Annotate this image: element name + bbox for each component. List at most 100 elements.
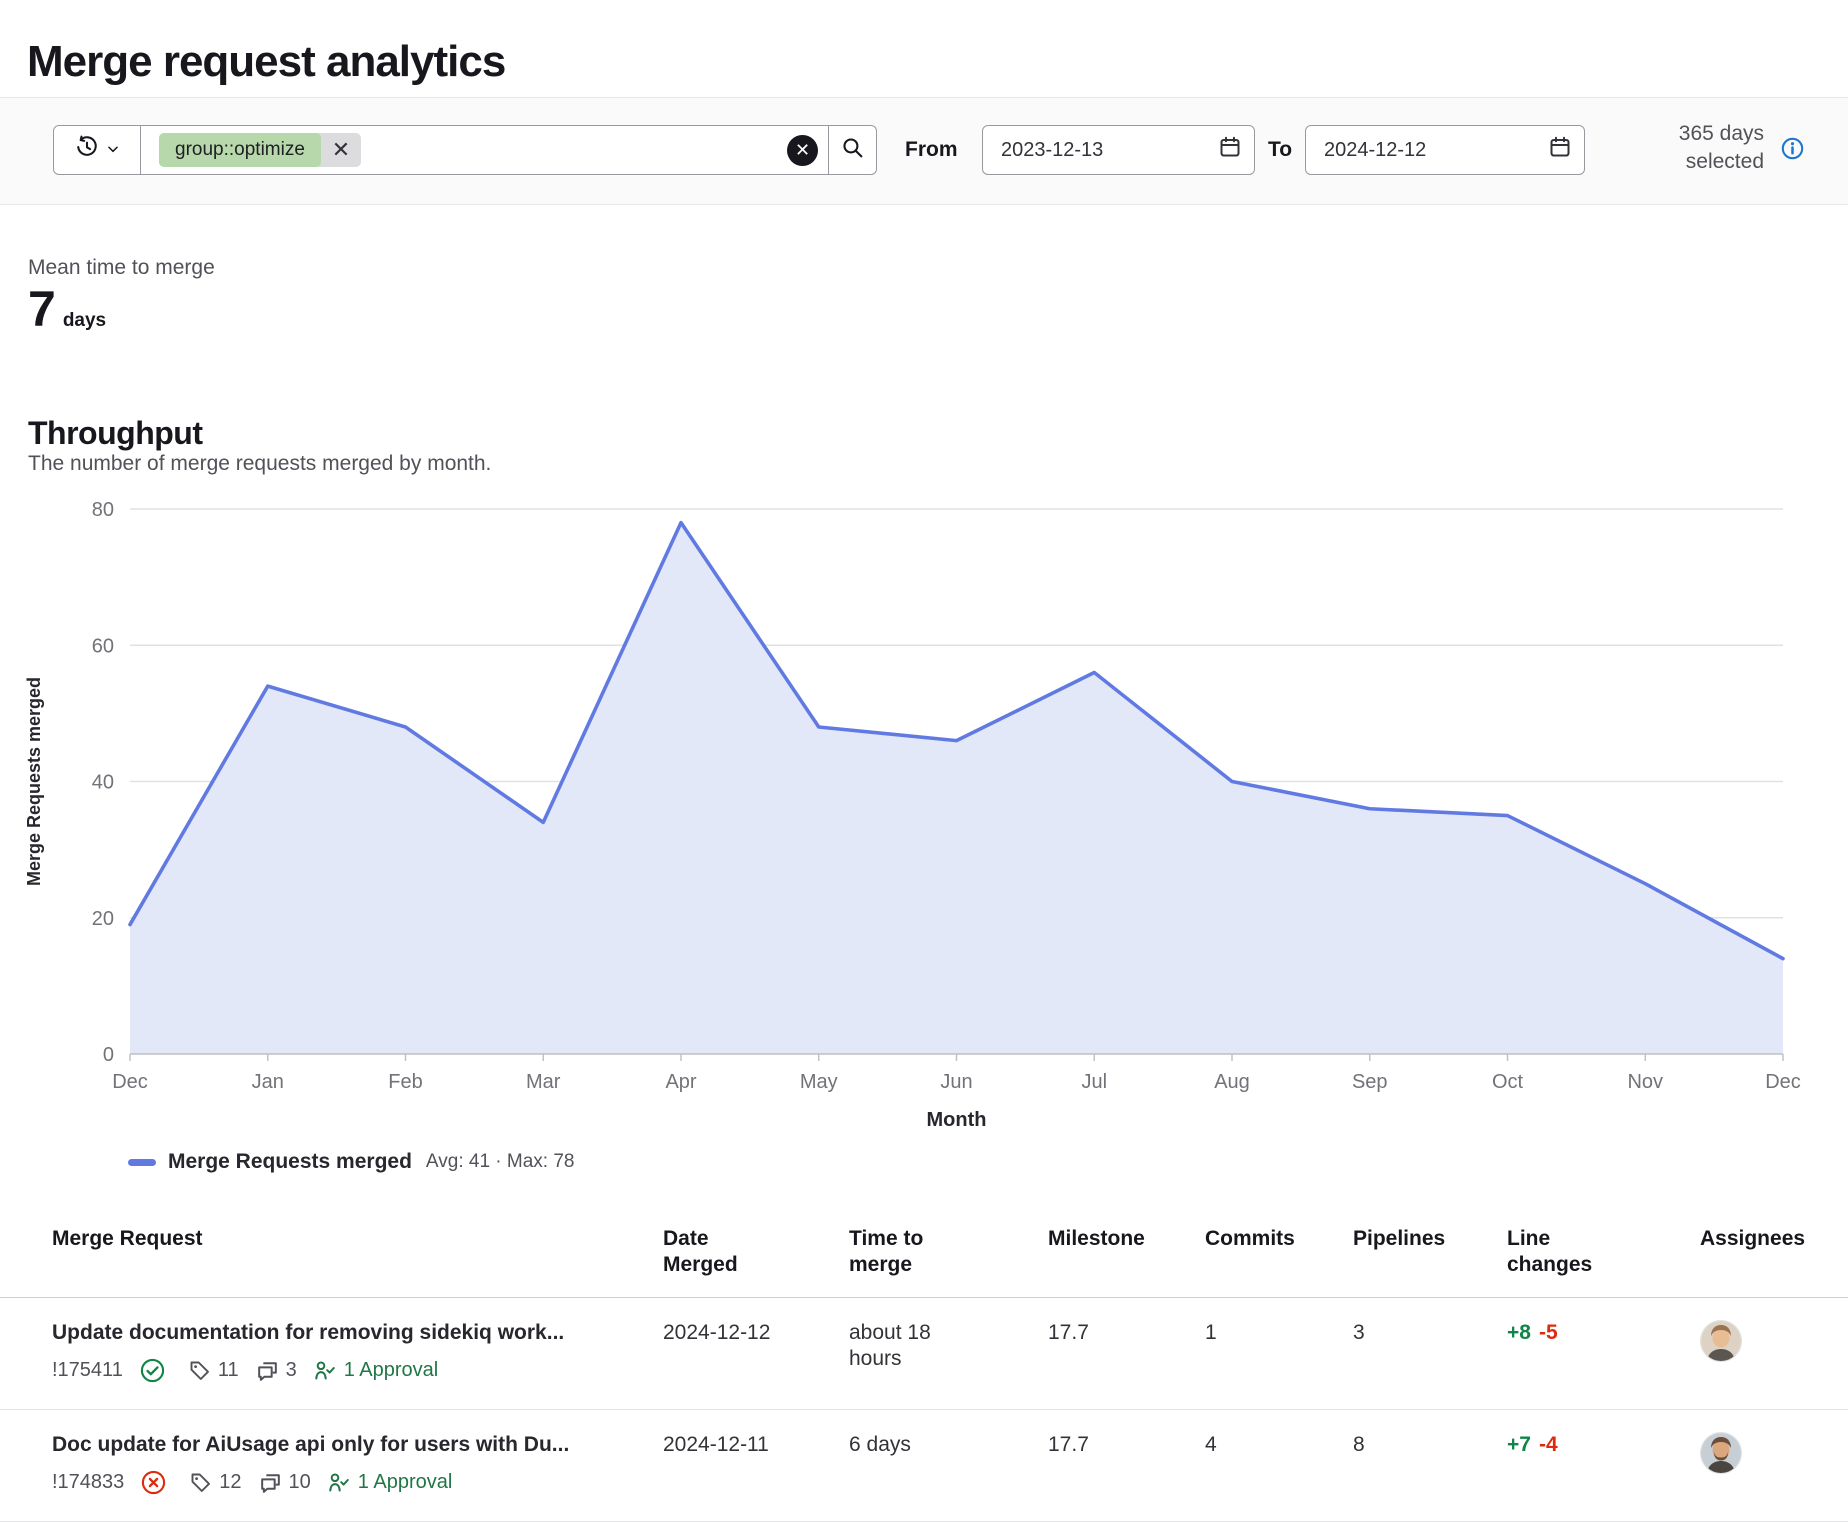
- throughput-heading: Throughput: [28, 415, 202, 452]
- clear-search-button[interactable]: ✕: [787, 135, 818, 166]
- search-input-area[interactable]: group::optimize ✕: [141, 126, 787, 174]
- mr-title-link[interactable]: Doc update for AiUsage api only for user…: [52, 1432, 663, 1457]
- col-header-milestone: Milestone: [1048, 1226, 1205, 1283]
- comments-count[interactable]: 10: [258, 1470, 311, 1495]
- line-changes-cell: +7 -4: [1507, 1432, 1700, 1503]
- date-merged-cell: 2024-12-11: [663, 1432, 849, 1503]
- from-date-input[interactable]: [999, 138, 1218, 163]
- svg-text:Jul: Jul: [1081, 1071, 1107, 1093]
- col-header-line-changes: Line changes: [1507, 1226, 1611, 1283]
- svg-text:Sep: Sep: [1352, 1071, 1388, 1093]
- mr-title-link[interactable]: Update documentation for removing sideki…: [52, 1320, 663, 1345]
- approvals-badge[interactable]: 1 Approval: [313, 1359, 439, 1383]
- calendar-icon: [1218, 135, 1242, 165]
- assignee-avatar[interactable]: [1700, 1432, 1742, 1474]
- assignee-avatar[interactable]: [1700, 1320, 1742, 1362]
- milestone-cell[interactable]: 17.7: [1048, 1320, 1205, 1391]
- filter-token-value[interactable]: group::optimize: [159, 133, 321, 167]
- svg-text:Mar: Mar: [526, 1071, 561, 1093]
- mean-time-value: 7: [28, 284, 56, 334]
- mr-id[interactable]: !174833: [52, 1471, 124, 1494]
- filtered-search-bar: group::optimize ✕ ✕: [53, 125, 877, 175]
- col-header-pipelines: Pipelines: [1353, 1226, 1507, 1283]
- merge-request-table: Merge Request Date Merged Time to merge …: [0, 1214, 1848, 1522]
- calendar-icon: [1548, 135, 1572, 165]
- svg-text:May: May: [800, 1071, 838, 1093]
- svg-text:80: 80: [92, 499, 114, 521]
- to-date-field[interactable]: [1305, 125, 1585, 175]
- deletions: -4: [1539, 1433, 1558, 1456]
- svg-text:Jan: Jan: [252, 1071, 284, 1093]
- days-selected-text: 365 days selected: [1638, 120, 1764, 176]
- search-button[interactable]: [828, 126, 876, 174]
- svg-text:40: 40: [92, 772, 114, 794]
- table-header-row: Merge Request Date Merged Time to merge …: [0, 1214, 1848, 1298]
- labels-count[interactable]: 11: [188, 1359, 239, 1383]
- svg-text:Dec: Dec: [1765, 1071, 1801, 1093]
- line-changes-cell: +8 -5: [1507, 1320, 1700, 1391]
- throughput-chart[interactable]: 020406080DecJanFebMarAprMayJunJulAugSepO…: [0, 470, 1848, 1170]
- mean-time-unit: days: [63, 310, 106, 332]
- token-close-icon[interactable]: ✕: [321, 137, 361, 163]
- pipeline-status-success-icon: [139, 1357, 172, 1384]
- approval-icon: [327, 1471, 351, 1495]
- time-to-merge-cell: about 18 hours: [849, 1320, 971, 1391]
- svg-text:Aug: Aug: [1214, 1071, 1250, 1093]
- to-label: To: [1268, 125, 1292, 175]
- filter-panel: group::optimize ✕ ✕ From: [0, 97, 1848, 205]
- history-icon: [74, 134, 100, 166]
- pipelines-cell: 8: [1353, 1432, 1507, 1503]
- mean-time-stat: Mean time to merge 7 days: [28, 256, 215, 334]
- from-label: From: [905, 125, 958, 175]
- deletions: -5: [1539, 1321, 1558, 1344]
- search-history-button[interactable]: [54, 126, 141, 174]
- legend-series-swatch: [128, 1159, 156, 1166]
- svg-text:Dec: Dec: [112, 1071, 148, 1093]
- time-to-merge-cell: 6 days: [849, 1432, 971, 1503]
- svg-text:20: 20: [92, 908, 114, 930]
- from-date-field[interactable]: [982, 125, 1255, 175]
- legend-series-summary: Avg: 41 · Max: 78: [426, 1151, 575, 1173]
- mean-time-label: Mean time to merge: [28, 256, 215, 280]
- svg-text:0: 0: [103, 1044, 114, 1066]
- to-date-input[interactable]: [1322, 138, 1548, 163]
- additions: +7: [1507, 1433, 1531, 1456]
- pipeline-status-failed-icon: [140, 1469, 173, 1496]
- comments-icon: [258, 1470, 283, 1495]
- filter-token[interactable]: group::optimize ✕: [159, 133, 361, 167]
- col-header-assignees: Assignees: [1700, 1226, 1820, 1283]
- chart-legend[interactable]: Merge Requests merged Avg: 41 · Max: 78: [128, 1150, 574, 1174]
- table-row: Doc update for AiUsage api only for user…: [0, 1410, 1848, 1522]
- labels-count[interactable]: 12: [189, 1471, 241, 1495]
- svg-text:Apr: Apr: [665, 1071, 696, 1093]
- svg-text:60: 60: [92, 635, 114, 657]
- milestone-cell[interactable]: 17.7: [1048, 1432, 1205, 1503]
- legend-series-label: Merge Requests merged: [168, 1150, 412, 1174]
- mr-id[interactable]: !175411: [52, 1359, 123, 1382]
- col-header-commits: Commits: [1205, 1226, 1353, 1283]
- approval-icon: [313, 1359, 337, 1383]
- approvals-badge[interactable]: 1 Approval: [327, 1471, 453, 1495]
- svg-text:Feb: Feb: [388, 1071, 422, 1093]
- col-header-date-merged: Date Merged: [663, 1226, 767, 1283]
- clear-icon: ✕: [795, 140, 810, 161]
- date-merged-cell: 2024-12-12: [663, 1320, 849, 1391]
- label-icon: [189, 1471, 213, 1495]
- search-icon: [840, 135, 865, 166]
- svg-text:Oct: Oct: [1492, 1071, 1524, 1093]
- label-icon: [188, 1359, 212, 1383]
- chevron-down-icon: [106, 139, 120, 162]
- svg-text:Nov: Nov: [1627, 1071, 1663, 1093]
- pipelines-cell: 3: [1353, 1320, 1507, 1391]
- commits-cell: 1: [1205, 1320, 1353, 1391]
- commits-cell: 4: [1205, 1432, 1353, 1503]
- svg-text:Merge Requests merged: Merge Requests merged: [24, 677, 44, 886]
- svg-text:Month: Month: [927, 1109, 987, 1131]
- col-header-time-to-merge: Time to merge: [849, 1226, 953, 1283]
- table-row: Update documentation for removing sideki…: [0, 1298, 1848, 1410]
- page-title: Merge request analytics: [27, 37, 505, 87]
- comments-count[interactable]: 3: [255, 1358, 297, 1383]
- info-icon[interactable]: [1780, 136, 1805, 167]
- comments-icon: [255, 1358, 280, 1383]
- additions: +8: [1507, 1321, 1531, 1344]
